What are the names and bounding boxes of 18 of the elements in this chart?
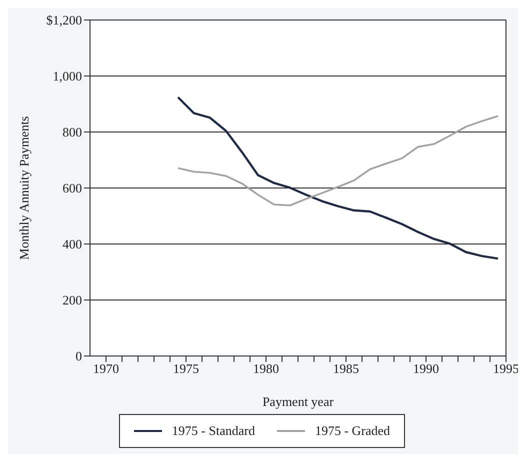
x-axis-title: Payment year xyxy=(262,394,334,409)
y-axis-title: Monthly Annuity Payments xyxy=(16,116,32,260)
y-tick-label: $1,200 xyxy=(46,12,82,28)
line-series xyxy=(177,115,499,206)
y-tick-label: 200 xyxy=(62,292,82,308)
y-tick-label: 1,000 xyxy=(52,68,82,84)
y-tick-label: 600 xyxy=(62,180,82,196)
x-tick-label: 1985 xyxy=(333,361,359,376)
legend-label: 1975 - Standard xyxy=(172,423,255,439)
line-series xyxy=(176,96,500,260)
legend-label: 1975 - Graded xyxy=(314,423,390,439)
x-tick-label: 1970 xyxy=(93,361,119,376)
y-tick-label: 0 xyxy=(76,348,82,364)
x-tick-label: 1980 xyxy=(253,361,279,376)
y-tick-label: 400 xyxy=(62,236,82,252)
y-tick-label: 800 xyxy=(62,124,82,140)
x-tick-label: 1975 xyxy=(173,361,199,376)
x-tick-label: 1990 xyxy=(413,361,439,376)
